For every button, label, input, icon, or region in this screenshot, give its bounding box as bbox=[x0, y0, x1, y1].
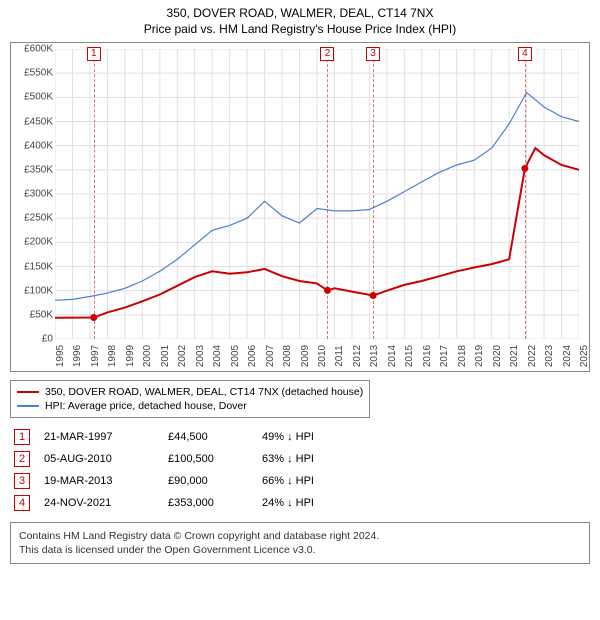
y-axis-label: £150K bbox=[13, 261, 53, 272]
x-axis-label: 1999 bbox=[125, 345, 136, 367]
x-axis-label: 2019 bbox=[474, 345, 485, 367]
y-axis-label: £250K bbox=[13, 213, 53, 224]
x-axis-label: 2000 bbox=[142, 345, 153, 367]
x-axis-label: 2020 bbox=[492, 345, 503, 367]
legend-label: 350, DOVER ROAD, WALMER, DEAL, CT14 7NX … bbox=[45, 386, 363, 398]
x-axis-label: 2001 bbox=[160, 345, 171, 367]
event-date: 05-AUG-2010 bbox=[44, 453, 154, 465]
y-axis-label: £500K bbox=[13, 92, 53, 103]
marker-label: 2 bbox=[320, 47, 334, 61]
x-axis-label: 2007 bbox=[265, 345, 276, 367]
x-axis-label: 1996 bbox=[72, 345, 83, 367]
y-axis-label: £300K bbox=[13, 189, 53, 200]
title-line-1: 350, DOVER ROAD, WALMER, DEAL, CT14 7NX bbox=[10, 6, 590, 20]
title-line-2: Price paid vs. HM Land Registry's House … bbox=[10, 22, 590, 36]
x-axis-label: 2012 bbox=[352, 345, 363, 367]
event-diff: 66% ↓ HPI bbox=[262, 475, 382, 487]
x-axis-label: 2014 bbox=[387, 345, 398, 367]
y-axis-label: £100K bbox=[13, 285, 53, 296]
marker-label: 3 bbox=[366, 47, 380, 61]
events-table: 1 21-MAR-1997 £44,500 49% ↓ HPI 2 05-AUG-2010… bbox=[10, 426, 590, 514]
event-price: £100,500 bbox=[168, 453, 248, 465]
marker-vline bbox=[373, 49, 374, 339]
marker-label: 1 bbox=[87, 47, 101, 61]
footer-line: Contains HM Land Registry data © Crown c… bbox=[19, 529, 581, 543]
x-axis-label: 2002 bbox=[177, 345, 188, 367]
x-axis-label: 2016 bbox=[422, 345, 433, 367]
x-axis-label: 2011 bbox=[334, 345, 345, 367]
event-price: £44,500 bbox=[168, 431, 248, 443]
event-date: 21-MAR-1997 bbox=[44, 431, 154, 443]
table-row: 1 21-MAR-1997 £44,500 49% ↓ HPI bbox=[10, 426, 590, 448]
legend-swatch bbox=[17, 391, 39, 393]
event-price: £353,000 bbox=[168, 497, 248, 509]
y-axis-label: £200K bbox=[13, 237, 53, 248]
x-axis-label: 2018 bbox=[457, 345, 468, 367]
x-axis-label: 1995 bbox=[55, 345, 66, 367]
table-row: 4 24-NOV-2021 £353,000 24% ↓ HPI bbox=[10, 492, 590, 514]
marker-label: 4 bbox=[518, 47, 532, 61]
y-axis-label: £600K bbox=[13, 44, 53, 55]
x-axis-label: 2015 bbox=[404, 345, 415, 367]
x-axis-label: 2008 bbox=[282, 345, 293, 367]
event-diff: 49% ↓ HPI bbox=[262, 431, 382, 443]
x-axis-label: 2025 bbox=[579, 345, 590, 367]
x-axis-label: 2004 bbox=[212, 345, 223, 367]
x-axis-label: 1997 bbox=[90, 345, 101, 367]
x-axis-label: 2024 bbox=[562, 345, 573, 367]
y-axis-label: £450K bbox=[13, 116, 53, 127]
marker-vline bbox=[525, 49, 526, 339]
x-axis-label: 2023 bbox=[544, 345, 555, 367]
legend: 350, DOVER ROAD, WALMER, DEAL, CT14 7NX … bbox=[10, 380, 370, 418]
y-axis-label: £50K bbox=[13, 309, 53, 320]
event-diff: 24% ↓ HPI bbox=[262, 497, 382, 509]
y-axis-label: £0 bbox=[13, 334, 53, 345]
legend-item: 350, DOVER ROAD, WALMER, DEAL, CT14 7NX … bbox=[17, 385, 363, 399]
x-axis-label: 2021 bbox=[509, 345, 520, 367]
event-diff: 63% ↓ HPI bbox=[262, 453, 382, 465]
chart-container: 1 2 3 4 £0 £50K £100K £150K £200K £250K £300K £350… bbox=[10, 42, 590, 372]
marker-vline bbox=[327, 49, 328, 339]
footer-attribution: Contains HM Land Registry data © Crown c… bbox=[10, 522, 590, 564]
event-marker: 3 bbox=[14, 473, 30, 489]
marker-vline bbox=[94, 49, 95, 339]
event-marker: 2 bbox=[14, 451, 30, 467]
event-marker: 4 bbox=[14, 495, 30, 511]
legend-label: HPI: Average price, detached house, Dove… bbox=[45, 400, 247, 412]
chart-titles: 350, DOVER ROAD, WALMER, DEAL, CT14 7NX … bbox=[10, 6, 590, 36]
y-axis-label: £400K bbox=[13, 140, 53, 151]
y-axis-label: £350K bbox=[13, 164, 53, 175]
plot-area: 1 2 3 4 bbox=[55, 49, 579, 339]
event-date: 24-NOV-2021 bbox=[44, 497, 154, 509]
x-axis-label: 2009 bbox=[300, 345, 311, 367]
x-axis-label: 2005 bbox=[230, 345, 241, 367]
x-axis-label: 2006 bbox=[247, 345, 258, 367]
x-axis-label: 2003 bbox=[195, 345, 206, 367]
y-axis-label: £550K bbox=[13, 68, 53, 79]
event-marker: 1 bbox=[14, 429, 30, 445]
x-axis-label: 2013 bbox=[369, 345, 380, 367]
x-axis-label: 1998 bbox=[107, 345, 118, 367]
event-price: £90,000 bbox=[168, 475, 248, 487]
event-date: 19-MAR-2013 bbox=[44, 475, 154, 487]
x-axis-label: 2022 bbox=[527, 345, 538, 367]
legend-swatch bbox=[17, 405, 39, 407]
x-axis-label: 2017 bbox=[439, 345, 450, 367]
footer-line: This data is licensed under the Open Gov… bbox=[19, 543, 581, 557]
legend-item: HPI: Average price, detached house, Dove… bbox=[17, 399, 363, 413]
table-row: 3 19-MAR-2013 £90,000 66% ↓ HPI bbox=[10, 470, 590, 492]
x-axis-label: 2010 bbox=[317, 345, 328, 367]
table-row: 2 05-AUG-2010 £100,500 63% ↓ HPI bbox=[10, 448, 590, 470]
